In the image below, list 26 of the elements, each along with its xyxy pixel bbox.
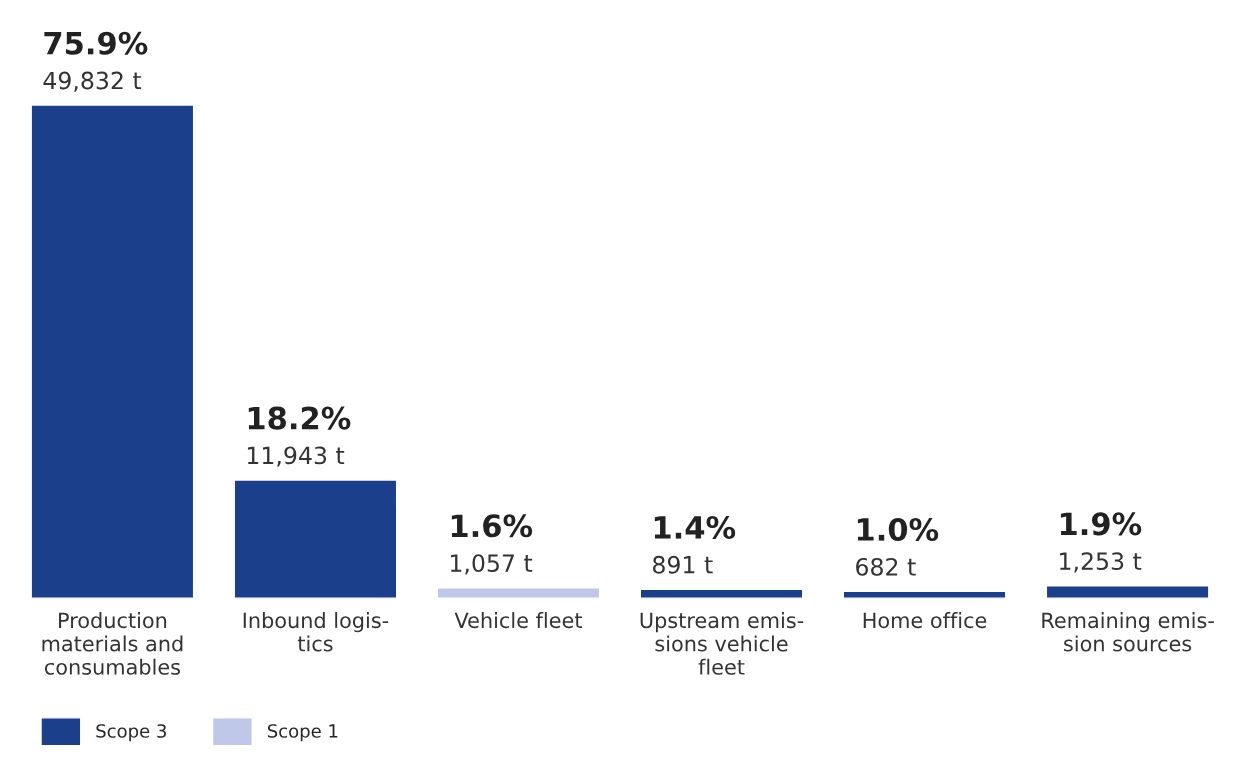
x-tick-label: Vehicle fleet bbox=[454, 612, 583, 629]
annotation: 18.2% bbox=[248, 406, 351, 430]
x-tick-label: Remaining emis- sion sources bbox=[1042, 612, 1214, 652]
x-tick-label: Home office bbox=[863, 612, 987, 629]
x-tick-label: Inbound logis- tics bbox=[243, 612, 389, 652]
annotation: 1.6% bbox=[451, 514, 533, 538]
bar bbox=[842, 590, 1007, 599]
annotation: 1.0% bbox=[857, 517, 939, 542]
data-label: 49,832 t bbox=[43, 71, 142, 92]
legend-label: Scope 1 bbox=[267, 724, 338, 742]
annotation: 1.4% bbox=[654, 515, 736, 539]
bar bbox=[1045, 585, 1210, 599]
annotation: 1.9% bbox=[1060, 512, 1142, 536]
data-label: 11,943 t bbox=[247, 446, 345, 467]
bar bbox=[436, 587, 601, 599]
data-label: 1,253 t bbox=[1060, 552, 1142, 573]
x-tick-label: Upstream emis- sions vehicle fleet bbox=[640, 612, 804, 675]
data-label: 1,057 t bbox=[450, 554, 533, 575]
bar bbox=[30, 104, 195, 599]
bar bbox=[233, 479, 398, 599]
annotation: 75.9% bbox=[44, 31, 148, 55]
bar bbox=[639, 588, 804, 599]
data-label: 891 t bbox=[653, 555, 713, 574]
legend-label: Scope 3 bbox=[96, 724, 166, 742]
x-tick-label: Production materials and consumables bbox=[42, 612, 183, 675]
data-label: 682 t bbox=[856, 557, 916, 576]
